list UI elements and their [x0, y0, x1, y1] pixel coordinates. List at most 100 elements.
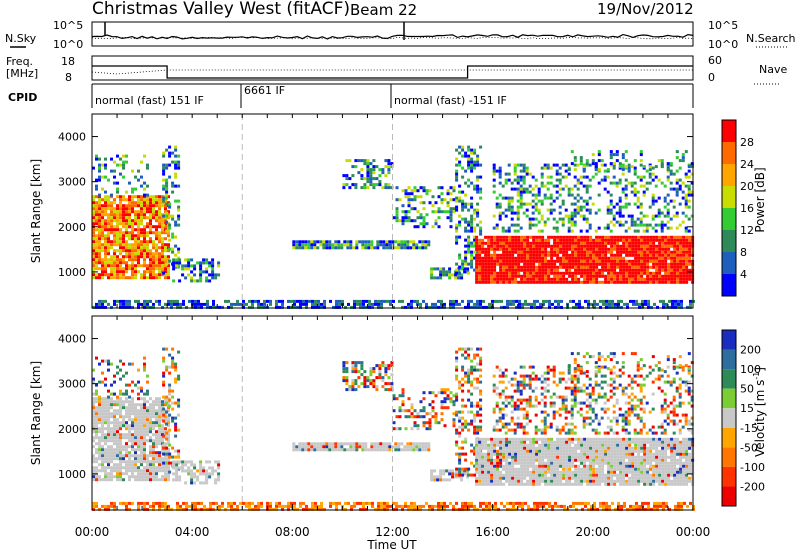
echo-cell [649, 265, 653, 269]
echo-cell [119, 219, 122, 223]
echo-cell [406, 243, 410, 247]
echo-cell [490, 277, 494, 281]
echo-cell [452, 186, 456, 190]
echo-cell [178, 261, 182, 265]
echo-cell [119, 448, 122, 452]
echo-cell [673, 259, 677, 263]
echo-cell [403, 240, 407, 244]
power-data-cells [92, 114, 695, 309]
echo-cell [319, 445, 323, 449]
echo-cell [177, 350, 181, 354]
echo-cell [640, 262, 644, 266]
echo-cell [131, 445, 134, 449]
echo-cell [137, 234, 140, 238]
echo-cell [602, 299, 605, 303]
echo-cell [122, 234, 125, 238]
echo-cell [137, 201, 140, 205]
echo-cell [140, 273, 143, 277]
echo-cell [146, 240, 149, 244]
echo-cell [676, 277, 680, 281]
echo-cell [526, 241, 530, 245]
echo-cell [281, 305, 284, 309]
echo-cell [128, 466, 131, 470]
echo-cell [113, 454, 116, 458]
echo-cell [134, 264, 137, 268]
echo-cell [479, 413, 483, 417]
echo-cell [493, 247, 497, 251]
echo-cell [407, 409, 411, 413]
echo-cell [689, 302, 692, 306]
echo-cell [360, 174, 364, 178]
echo-cell [567, 214, 571, 218]
echo-cell [98, 258, 101, 262]
echo-cell [442, 478, 446, 482]
echo-cell [119, 198, 122, 202]
echo-cell [481, 470, 485, 474]
echo-cell [167, 439, 170, 443]
echo-cell [406, 448, 410, 452]
echo-cell [131, 207, 134, 211]
echo-cell [580, 253, 584, 257]
echo-cell [628, 241, 632, 245]
echo-cell [508, 259, 512, 263]
echo-cell [458, 419, 462, 423]
echo-cell [467, 428, 471, 432]
echo-cell [609, 153, 613, 157]
echo-cell [625, 259, 629, 263]
freq-tick-top: 18 [61, 55, 75, 68]
echo-cell [365, 305, 368, 309]
echo-cell [337, 442, 341, 446]
echo-cell [611, 305, 614, 309]
echo-cell [92, 273, 95, 277]
echo-cell [642, 165, 646, 169]
echo-cell [113, 181, 116, 185]
echo-cell [595, 268, 599, 272]
echo-cell [98, 222, 101, 226]
echo-cell [455, 299, 458, 303]
echo-cell [161, 225, 164, 229]
echo-cell [164, 454, 167, 458]
echo-cell [146, 184, 149, 188]
echo-cell [122, 472, 125, 476]
echo-cell [212, 302, 215, 306]
echo-cell [490, 256, 494, 260]
echo-cell [406, 442, 410, 446]
echo-cell [418, 246, 422, 250]
echo-cell [322, 240, 326, 244]
echo-cell [155, 201, 158, 205]
echo-cell [199, 270, 203, 274]
echo-cell [687, 205, 691, 209]
echo-cell [517, 268, 521, 272]
echo-cell [531, 199, 535, 203]
echo-cell [107, 213, 110, 217]
echo-cell [101, 448, 104, 452]
echo-cell [475, 241, 479, 245]
echo-cell [161, 267, 164, 271]
echo-cell [95, 246, 98, 250]
echo-cell [416, 216, 420, 220]
echo-cell [422, 219, 426, 223]
echo-cell [579, 159, 583, 163]
echo-cell [519, 163, 523, 167]
echo-cell [137, 430, 140, 434]
echo-cell [634, 265, 638, 269]
echo-cell [119, 267, 122, 271]
echo-cell [400, 243, 404, 247]
echo-cell [661, 235, 665, 239]
echo-cell [190, 481, 194, 485]
echo-cell [681, 196, 685, 200]
echo-cell [677, 299, 680, 303]
echo-cell [168, 202, 172, 206]
echo-cell [531, 217, 535, 221]
echo-cell [631, 262, 635, 266]
echo-cell [119, 299, 122, 303]
echo-cell [626, 305, 629, 309]
echo-cell [526, 235, 530, 239]
echo-cell [164, 466, 167, 470]
echo-cell [493, 473, 497, 477]
echo-cell [380, 302, 383, 306]
echo-cell [511, 268, 515, 272]
echo-cell [128, 258, 131, 262]
echo-cell [351, 174, 355, 178]
echo-cell [215, 305, 218, 309]
